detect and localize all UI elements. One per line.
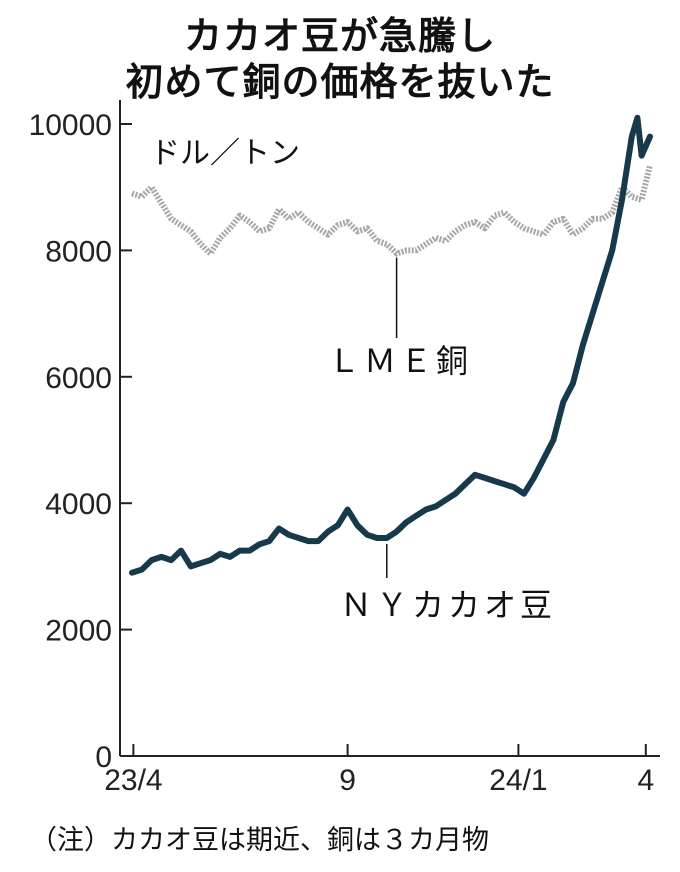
series-label: ＮＹカカオ豆 [340,586,556,624]
y-tick-label: 8000 [45,235,112,268]
x-tick-label: 4 [637,764,654,797]
series-label: ＬＭＥ銅 [328,342,472,380]
y-tick-label: 4000 [45,488,112,521]
x-tick-label: 9 [339,764,356,797]
y-tick-label: 6000 [45,362,112,395]
footnote: （注）カカオ豆は期近、銅は３カ月物 [30,825,489,856]
y-tick-label: 0 [95,741,112,774]
x-tick-label: 23/4 [104,764,162,797]
x-axis-ticks: 23/4 9 24/1 4 [104,744,654,797]
y-tick-label: 10000 [29,109,112,142]
y-tick-label: 2000 [45,615,112,648]
chart-title-line2: 初めて銅の価格を抜いた [125,60,555,104]
y-axis-ticks: 0 2000 4000 6000 8000 10000 [29,109,132,774]
x-tick-label: 24/1 [489,764,547,797]
unit-label: ドル／トン [150,136,300,171]
series-lines [129,114,653,576]
series-labels: ＬＭＥ銅 ＮＹカカオ豆 [328,257,556,624]
copper-series-line [131,164,653,257]
chart-title-line1: カカオ豆が急騰し [183,14,496,58]
cocoa-series-line [129,114,653,576]
axes [119,100,660,757]
